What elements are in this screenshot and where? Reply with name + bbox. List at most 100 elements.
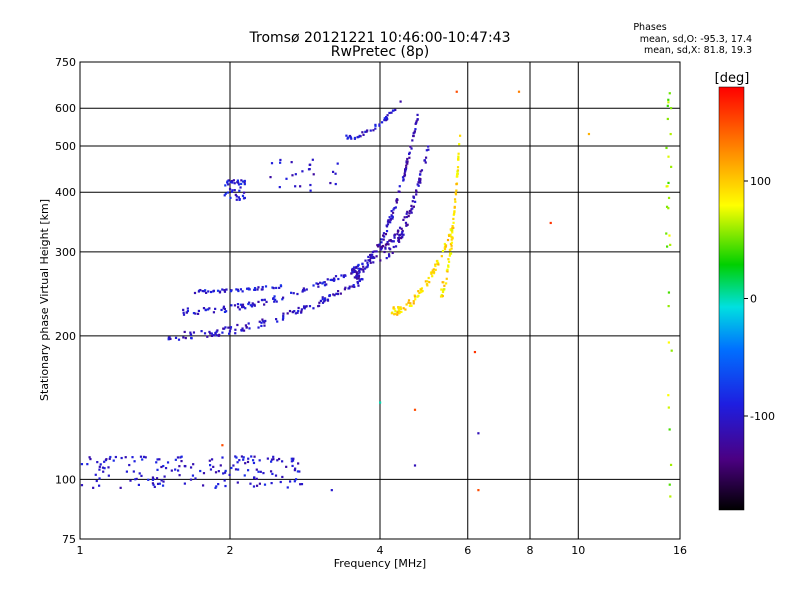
data-point	[413, 464, 417, 467]
data-point	[667, 341, 670, 344]
data-point	[355, 265, 358, 269]
data-point	[294, 467, 297, 470]
data-point	[413, 131, 416, 134]
data-point	[415, 193, 418, 196]
data-point	[425, 283, 429, 286]
data-point	[353, 270, 356, 274]
data-point	[414, 200, 417, 203]
y-axis-label: Stationary phase Virtual Height [km]	[38, 199, 51, 401]
data-point	[225, 288, 228, 291]
data-point	[383, 117, 386, 120]
data-point	[439, 295, 443, 298]
data-point	[274, 298, 277, 301]
data-point	[316, 282, 320, 286]
data-point	[266, 457, 269, 460]
data-point	[94, 473, 97, 476]
data-point	[141, 458, 144, 461]
data-point	[334, 172, 337, 175]
data-point	[443, 288, 446, 291]
data-point	[290, 291, 293, 294]
data-point	[667, 207, 670, 210]
data-point	[304, 305, 307, 308]
data-point	[261, 288, 264, 291]
data-point	[244, 462, 247, 465]
data-point	[241, 290, 244, 293]
data-point	[162, 464, 165, 468]
data-point	[222, 327, 225, 330]
data-point	[309, 183, 312, 187]
data-point	[443, 284, 446, 287]
data-point	[359, 268, 363, 271]
data-point	[194, 477, 197, 480]
data-point	[425, 149, 428, 152]
data-point	[226, 191, 230, 194]
data-point	[348, 285, 351, 288]
data-point	[236, 323, 239, 327]
data-point	[450, 238, 453, 241]
data-point	[269, 470, 273, 473]
data-point	[399, 306, 402, 309]
data-point	[400, 232, 403, 235]
data-point	[205, 291, 208, 294]
data-point	[142, 455, 146, 458]
data-point	[446, 238, 450, 242]
data-point	[222, 307, 225, 310]
data-point	[152, 483, 155, 486]
data-point	[325, 283, 328, 286]
data-point	[279, 161, 282, 164]
data-point	[323, 284, 327, 287]
data-point	[447, 258, 450, 261]
data-point	[344, 286, 347, 289]
data-point	[183, 330, 186, 334]
data-point	[377, 245, 380, 248]
data-point	[286, 486, 289, 489]
data-point	[391, 217, 394, 220]
data-point	[315, 282, 318, 285]
data-point	[665, 146, 668, 150]
data-point	[279, 158, 282, 162]
data-point	[185, 311, 188, 314]
data-point	[264, 319, 267, 323]
data-point	[180, 460, 183, 463]
data-point	[319, 281, 322, 284]
data-point	[293, 480, 296, 483]
data-point	[351, 285, 354, 288]
data-point	[398, 236, 401, 239]
data-point	[209, 332, 212, 335]
y-tick-label: 75	[62, 533, 76, 546]
data-point	[234, 455, 237, 458]
data-point	[391, 251, 394, 255]
data-point	[401, 231, 404, 234]
data-point	[399, 100, 402, 103]
data-point	[380, 121, 384, 124]
data-point	[158, 482, 161, 485]
data-point	[418, 173, 422, 176]
data-point	[440, 288, 443, 291]
data-point	[334, 275, 338, 278]
data-point	[326, 298, 329, 301]
data-point	[420, 287, 424, 290]
data-point	[665, 205, 669, 208]
data-point	[406, 210, 409, 213]
data-point	[285, 465, 288, 468]
data-point	[299, 185, 302, 188]
data-point	[276, 320, 279, 323]
data-point	[428, 281, 431, 284]
data-point	[223, 310, 227, 314]
data-point	[453, 212, 456, 215]
data-point	[98, 465, 101, 468]
data-point	[233, 304, 237, 307]
data-point	[398, 234, 401, 237]
data-point	[260, 324, 263, 328]
data-point	[355, 272, 359, 275]
data-point	[263, 303, 266, 306]
data-point	[210, 332, 213, 335]
data-point	[391, 215, 394, 219]
data-point	[222, 305, 226, 308]
data-point	[208, 459, 211, 462]
data-point	[182, 336, 185, 339]
data-point	[228, 330, 232, 333]
data-point	[206, 335, 209, 338]
data-point	[294, 173, 297, 176]
data-point	[665, 185, 668, 188]
